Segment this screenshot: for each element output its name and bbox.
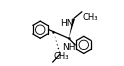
- Text: NH: NH: [62, 43, 75, 52]
- Polygon shape: [69, 18, 75, 38]
- Text: HN: HN: [60, 19, 74, 28]
- Text: CH₃: CH₃: [82, 13, 98, 22]
- Text: CH₃: CH₃: [54, 52, 69, 61]
